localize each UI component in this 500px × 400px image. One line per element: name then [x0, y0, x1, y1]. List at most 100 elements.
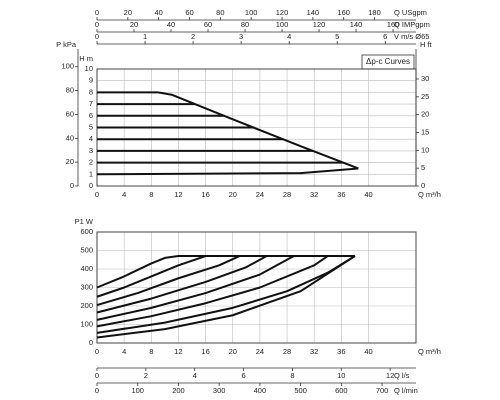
tick-label: 0	[95, 32, 99, 41]
x-tick-label: 24	[256, 347, 264, 356]
tick-label: 4	[193, 371, 197, 380]
note: Δp-c Curves	[366, 57, 410, 66]
y-tick-label: 600	[80, 227, 93, 236]
y-tick-label: 1	[89, 169, 93, 178]
tick-label: 0	[95, 371, 99, 380]
y-axis-label: H m	[79, 54, 93, 63]
tick-label: 40	[66, 133, 74, 142]
tick-label: 100	[131, 386, 144, 395]
tick-label: 300	[213, 386, 226, 395]
axis-label: Q l/s	[394, 371, 410, 380]
tick-label: 8	[290, 371, 294, 380]
tick-label: 80	[216, 8, 224, 17]
tick-label: 160	[337, 8, 350, 17]
x-tick-label: 32	[310, 190, 318, 199]
y-tick-label: 6	[89, 111, 93, 120]
axis-label: Q l/min	[394, 386, 418, 395]
tick-label: 1	[143, 32, 147, 41]
tick-label: 20	[130, 20, 138, 29]
tick-label: 500	[294, 386, 307, 395]
tick-label: 2	[191, 32, 195, 41]
y-tick-label: 7	[89, 99, 93, 108]
tick-label: 100	[276, 20, 289, 29]
tick-label: 4	[287, 32, 291, 41]
x-tick-label: 32	[310, 347, 318, 356]
y-tick-label: 200	[80, 301, 93, 310]
tick-label: 140	[350, 20, 363, 29]
y-axis-label: P1 W	[75, 217, 94, 226]
y-tick-label: 300	[80, 282, 93, 291]
x-tick-label: 16	[201, 347, 209, 356]
tick-label: 40	[167, 20, 175, 29]
tick-label: 120	[313, 20, 326, 29]
x-tick-label: 12	[174, 190, 182, 199]
tick-label: 30	[421, 74, 429, 83]
tick-label: 200	[172, 386, 185, 395]
y-tick-label: 0	[89, 338, 93, 347]
y-tick-label: 500	[80, 245, 93, 254]
y-tick-label: 100	[80, 319, 93, 328]
tick-label: 5	[421, 163, 425, 172]
axis-label: Q USgpm	[394, 8, 427, 17]
x-tick-label: 20	[229, 190, 237, 199]
tick-label: 0	[95, 8, 99, 17]
tick-label: 25	[421, 92, 429, 101]
tick-label: 3	[239, 32, 243, 41]
tick-label: 140	[307, 8, 320, 17]
tick-label: 120	[276, 8, 289, 17]
tick-label: 400	[254, 386, 267, 395]
x-tick-label: 24	[256, 190, 264, 199]
tick-label: 10	[337, 371, 345, 380]
x-tick-label: 20	[229, 347, 237, 356]
tick-label: 60	[185, 8, 193, 17]
tick-label: 100	[61, 62, 74, 71]
curve	[96, 255, 206, 298]
curve	[96, 255, 295, 321]
tick-label: 60	[66, 109, 74, 118]
tick-label: 20	[124, 8, 132, 17]
axis-label: Q IMPgpm	[394, 20, 430, 29]
x-axis-label: Q m³/h	[418, 347, 441, 356]
tick-label: 15	[421, 127, 429, 136]
tick-label: 5	[335, 32, 339, 41]
curve	[96, 255, 329, 328]
y-tick-label: 2	[89, 158, 93, 167]
tick-label: 10	[421, 145, 429, 154]
tick-label: 0	[95, 20, 99, 29]
tick-label: 180	[368, 8, 381, 17]
x-tick-label: 0	[95, 347, 99, 356]
tick-label: 0	[95, 386, 99, 395]
y-tick-label: 400	[80, 264, 93, 273]
curve	[96, 255, 355, 289]
tick-label: 0	[421, 181, 425, 190]
x-tick-label: 4	[122, 190, 126, 199]
y-tick-label: 9	[89, 76, 93, 85]
tick-label: 6	[383, 32, 387, 41]
tick-label: 12	[386, 371, 394, 380]
tick-label: 60	[204, 20, 212, 29]
tick-label: 2	[144, 371, 148, 380]
tick-label: 700	[376, 386, 389, 395]
x-tick-label: 12	[174, 347, 182, 356]
y-tick-label: 10	[85, 64, 93, 73]
x-tick-label: 40	[364, 347, 372, 356]
tick-label: 80	[66, 86, 74, 95]
x-tick-label: 4	[122, 347, 126, 356]
axis-label: H ft	[420, 40, 433, 49]
tick-label: 6	[241, 371, 245, 380]
tick-label: 100	[245, 8, 258, 17]
tick-label: 0	[70, 181, 74, 190]
y-tick-label: 0	[89, 181, 93, 190]
curve	[96, 167, 359, 176]
x-tick-label: 0	[95, 190, 99, 199]
y-tick-label: 4	[89, 134, 93, 143]
y-tick-label: 3	[89, 146, 93, 155]
curve	[96, 255, 240, 307]
curve	[157, 91, 359, 170]
tick-label: 20	[421, 110, 429, 119]
tick-label: 160	[387, 20, 400, 29]
tick-label: 20	[66, 157, 74, 166]
x-tick-label: 36	[337, 190, 345, 199]
